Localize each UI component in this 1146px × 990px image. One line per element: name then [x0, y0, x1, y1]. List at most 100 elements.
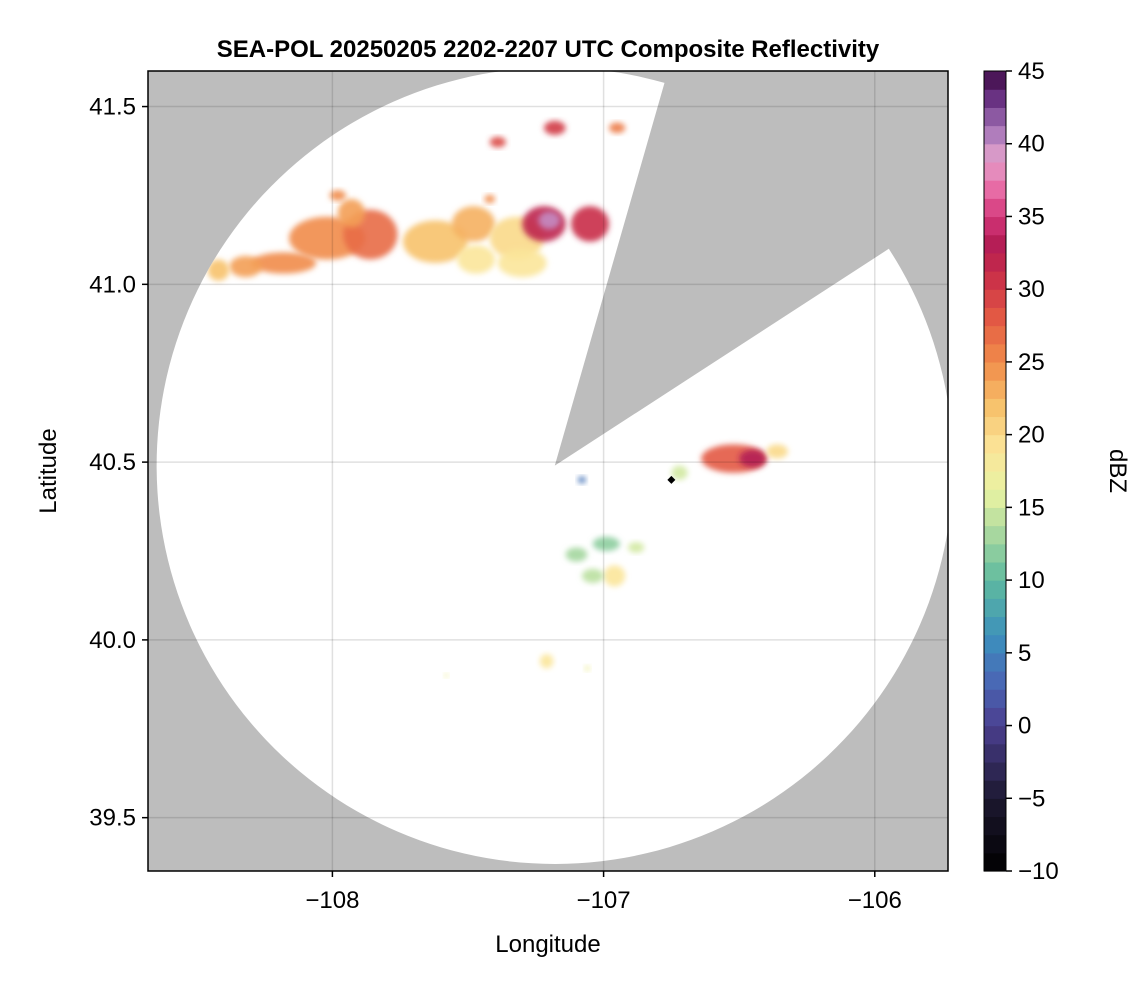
echo-cell [565, 547, 588, 562]
echo-cell [251, 252, 317, 274]
plot-area [148, 71, 948, 871]
colorbar-band [984, 89, 1006, 108]
colorbar-tick-label: −5 [1018, 785, 1045, 812]
colorbar-band [984, 252, 1006, 272]
colorbar-band [984, 761, 1006, 781]
colorbar-tick-label: 10 [1018, 567, 1045, 594]
colorbar-band [984, 107, 1006, 127]
echo-cell [739, 449, 767, 468]
colorbar-band [984, 161, 1006, 181]
colorbar-band [984, 489, 1006, 508]
plot-frame [147, 70, 949, 872]
echo-cell [207, 259, 230, 281]
y-tick-label: 39.5 [89, 805, 136, 832]
colorbar-tick-label: 5 [1018, 640, 1031, 667]
colorbar-tick-label: 45 [1018, 58, 1045, 85]
echo-cell [489, 136, 506, 148]
marker-point [667, 475, 676, 484]
colorbar-tick-label: 25 [1018, 349, 1045, 376]
y-axis-title: Latitude [35, 428, 62, 513]
colorbar-band [984, 380, 1006, 399]
y-tick-label: 41.5 [89, 94, 136, 121]
colorbar-band [984, 361, 1006, 381]
colorbar-band [984, 525, 1006, 545]
colorbar-tick-label: 40 [1018, 131, 1045, 158]
echo-cell [497, 248, 547, 278]
echo-cell [457, 245, 496, 274]
colorbar-band [984, 180, 1006, 199]
colorbar-band [984, 616, 1006, 636]
echo-cell [766, 444, 788, 459]
colorbar-tick-label: 0 [1018, 713, 1031, 740]
echo-cell [571, 206, 610, 242]
colorbar-band [984, 234, 1006, 254]
echo-cell [577, 476, 586, 484]
colorbar-band [984, 598, 1006, 618]
y-tick-label: 41.0 [89, 271, 136, 298]
colorbar-band [984, 398, 1006, 418]
colorbar-band [984, 289, 1006, 308]
marker-layer [667, 475, 676, 484]
colorbar-band [984, 671, 1006, 690]
colorbar-band [984, 143, 1006, 163]
x-tick-label: −107 [577, 887, 631, 914]
echo-cell [451, 206, 496, 242]
echo-cell [229, 255, 262, 278]
radar-coverage [156, 71, 948, 864]
colorbar-band [984, 652, 1006, 672]
echo-cell [538, 211, 561, 230]
x-tick-label: −106 [848, 887, 902, 914]
echo-cell [671, 465, 688, 480]
colorbar-band [984, 307, 1006, 327]
colorbar-tick-label: 15 [1018, 494, 1045, 521]
echo-cell [603, 565, 626, 587]
colorbar-tick-label: 30 [1018, 276, 1045, 303]
chart-title: SEA-POL 20250205 2202-2207 UTC Composite… [217, 36, 880, 63]
y-tick-label: 40.0 [89, 627, 136, 654]
colorbar-band [984, 216, 1006, 236]
colorbar-band [984, 707, 1006, 727]
colorbar-band [984, 834, 1006, 854]
gridlines [148, 71, 948, 871]
colorbar-band [984, 343, 1006, 363]
colorbar-band [984, 471, 1006, 490]
colorbar-band [984, 561, 1006, 581]
colorbar-frame [983, 70, 1007, 872]
colorbar-tick-label: −10 [1018, 858, 1059, 885]
x-tick-label: −108 [305, 887, 359, 914]
colorbar-band [984, 507, 1006, 527]
colorbar-band [984, 198, 1006, 218]
echo-cell [484, 194, 496, 204]
colorbar-band [984, 689, 1006, 708]
x-axis-title: Longitude [495, 931, 600, 958]
colorbar-band [984, 725, 1006, 745]
colorbar-band [984, 271, 1006, 290]
echo-cell [609, 122, 626, 134]
y-tick-label: 40.5 [89, 449, 136, 476]
y-axis: 39.5 40.0 40.5 41.0 41.5 [89, 94, 148, 832]
colorbar-tick-label: 20 [1018, 422, 1045, 449]
echo-cell [444, 673, 449, 678]
colorbar-band [984, 634, 1006, 654]
echo-cell [329, 190, 346, 201]
colorbar-band [984, 580, 1006, 599]
colorbar-tick-label: 35 [1018, 203, 1045, 230]
echo-cell [628, 542, 645, 553]
colorbar-band [984, 543, 1006, 563]
echo-cell [584, 665, 591, 672]
colorbar-band [984, 852, 1006, 872]
colorbar-band [984, 434, 1006, 454]
colorbar-band [984, 416, 1006, 436]
colorbar: −10 −5 0 5 10 15 20 25 30 35 40 45 [983, 58, 1059, 885]
colorbar-band [984, 743, 1006, 763]
echo-cell [592, 536, 620, 552]
x-axis: −108 −107 −106 [305, 871, 902, 914]
colorbar-band [984, 780, 1006, 799]
colorbar-band [984, 325, 1006, 345]
colorbar-band [984, 71, 1006, 90]
echo-cell [539, 654, 554, 669]
colorbar-label: dBZ [1104, 449, 1131, 493]
colorbar-band [984, 125, 1006, 145]
colorbar-band [984, 798, 1006, 818]
